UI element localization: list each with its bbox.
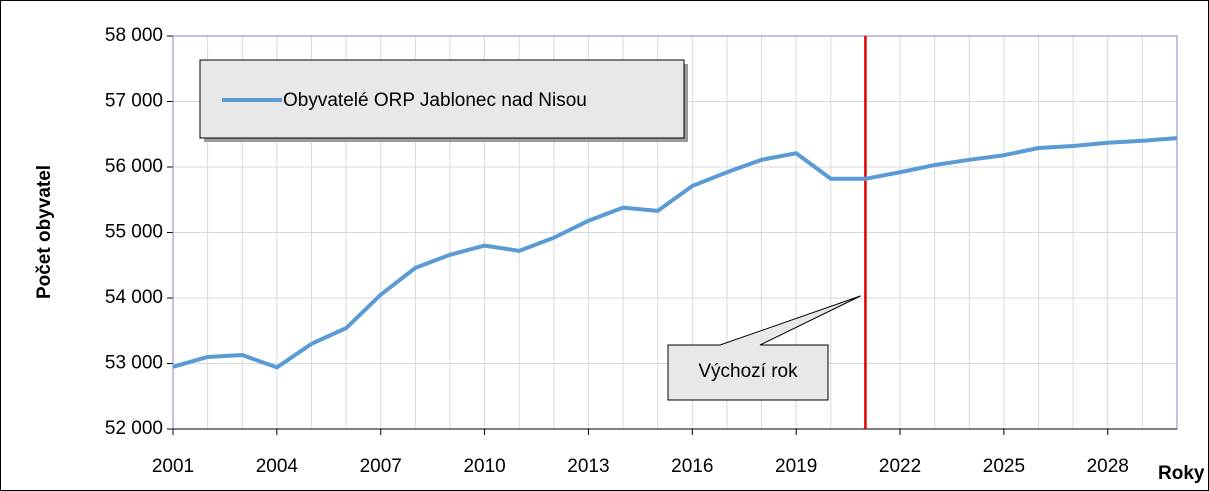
x-tick-label: 2010 — [463, 456, 505, 477]
x-axis-label: Roky — [1158, 463, 1205, 484]
callout — [667, 295, 861, 401]
x-tick-label: 2022 — [879, 456, 921, 477]
y-tick-label: 52 000 — [105, 418, 163, 439]
x-tick-label: 2019 — [775, 456, 817, 477]
x-tick-label: 2001 — [152, 456, 194, 477]
y-tick-label: 56 000 — [105, 156, 163, 177]
x-tick-label: 2016 — [671, 456, 713, 477]
y-tick-label: 54 000 — [105, 287, 163, 308]
y-tick-label: 55 000 — [105, 222, 163, 243]
x-tick-label: 2013 — [567, 456, 609, 477]
series-line — [172, 136, 1178, 370]
x-tick-label: 2007 — [360, 456, 402, 477]
x-tick-label: 2004 — [256, 456, 299, 477]
y-tick-label: 57 000 — [105, 91, 163, 112]
y-tick-label: 53 000 — [105, 353, 163, 374]
y-axis-label: Počet obyvatel — [34, 165, 55, 299]
annotation-text: Výchozí rok — [698, 361, 798, 382]
legend-label: Obyvatelé ORP Jablonec nad Nisou — [283, 90, 587, 111]
y-tick-label: 58 000 — [105, 25, 163, 46]
x-tick-label: 2028 — [1087, 456, 1129, 477]
x-tick-label: 2025 — [983, 456, 1025, 477]
